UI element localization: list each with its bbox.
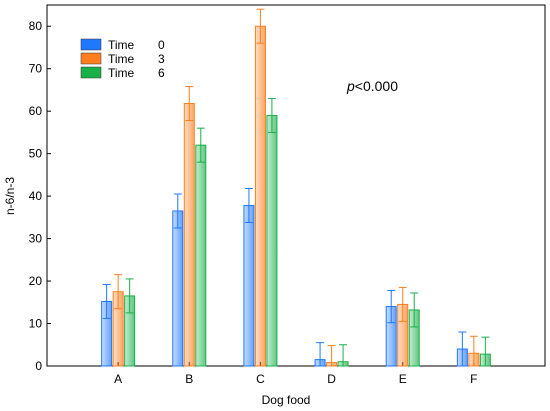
p-value-threshold: <0.000 bbox=[355, 78, 398, 94]
legend-value: 6 bbox=[158, 66, 165, 80]
y-tick-label: 70 bbox=[29, 62, 43, 76]
y-tick-label: 40 bbox=[29, 189, 43, 203]
plot-area bbox=[46, 4, 546, 367]
y-axis: 0 10 20 30 40 50 60 70 80 bbox=[29, 19, 51, 373]
y-tick-label: 10 bbox=[29, 317, 43, 331]
p-value-symbol: p bbox=[346, 78, 355, 94]
x-tick-label: E bbox=[399, 372, 407, 386]
bars bbox=[101, 8, 491, 367]
legend: Time 0 Time 3 Time 6 bbox=[80, 38, 165, 80]
bar bbox=[183, 103, 195, 367]
bar bbox=[243, 204, 255, 367]
x-tick-label: B bbox=[185, 372, 193, 386]
x-axis-label: Dog food bbox=[262, 393, 311, 407]
bar bbox=[254, 25, 266, 367]
legend-label: Time bbox=[108, 38, 135, 52]
y-tick-label: 50 bbox=[29, 147, 43, 161]
legend-label: Time bbox=[108, 66, 135, 80]
y-tick-label: 60 bbox=[29, 104, 43, 118]
x-tick-label: C bbox=[256, 372, 265, 386]
bar bbox=[266, 114, 278, 367]
legend-label: Time bbox=[108, 52, 135, 66]
legend-value: 0 bbox=[158, 38, 165, 52]
y-axis-label: n-6/n-3 bbox=[3, 177, 17, 215]
x-tick-label: A bbox=[114, 372, 122, 386]
y-tick-label: 0 bbox=[35, 359, 42, 373]
x-tick-label: D bbox=[327, 372, 336, 386]
y-tick-label: 80 bbox=[29, 19, 43, 33]
legend-value: 3 bbox=[158, 52, 165, 66]
legend-swatch bbox=[80, 38, 102, 51]
plot-frame bbox=[46, 4, 546, 367]
bar bbox=[195, 144, 207, 367]
y-tick-label: 30 bbox=[29, 232, 43, 246]
legend-swatch bbox=[80, 66, 102, 79]
p-value-annotation: p<0.000 bbox=[346, 78, 398, 94]
legend-swatch bbox=[80, 52, 102, 65]
bar bbox=[172, 210, 184, 367]
y-tick-label: 20 bbox=[29, 274, 43, 288]
x-tick-label: F bbox=[470, 372, 477, 386]
